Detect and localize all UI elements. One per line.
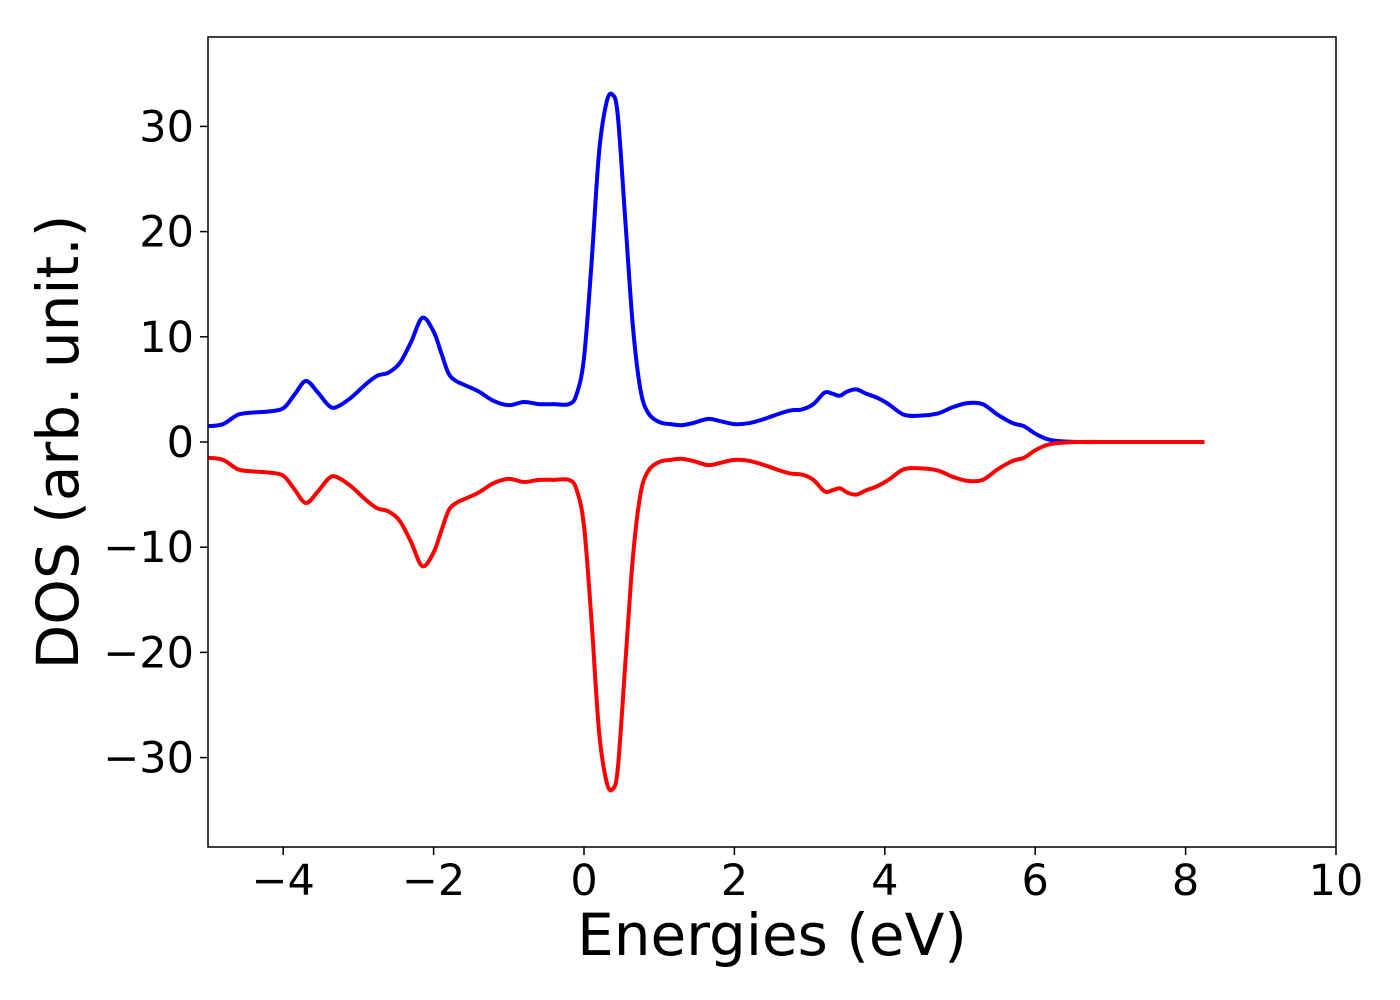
x-axis-ticks: −4 −2 0 2 4 6 8 10 (252, 847, 1364, 906)
y-tick-label: 30 (139, 102, 194, 152)
x-tick-label: −2 (402, 856, 465, 906)
y-axis-ticks: −30 −20 −10 0 10 20 30 (103, 102, 208, 784)
y-tick-label: 10 (139, 313, 194, 363)
y-tick-label: −20 (103, 628, 194, 678)
x-tick-label: −4 (252, 856, 315, 906)
x-tick-label: 8 (1172, 856, 1199, 906)
dos-line-red (207, 439, 1205, 793)
series-layer (207, 91, 1205, 793)
x-tick-label: 2 (721, 856, 748, 906)
x-tick-label: 6 (1022, 856, 1049, 906)
x-tick-label: 4 (871, 856, 898, 906)
x-axis-label: Energies (eV) (577, 901, 967, 969)
y-tick-label: −10 (103, 523, 194, 573)
y-tick-label: −30 (103, 734, 194, 784)
x-tick-label: 10 (1309, 856, 1364, 906)
y-axis-label: DOS (arb. unit.) (24, 215, 92, 670)
x-tick-label: 0 (570, 856, 597, 906)
dos-line-blue (207, 91, 1205, 445)
y-tick-label: 20 (139, 208, 194, 258)
y-tick-label: 0 (167, 418, 194, 468)
